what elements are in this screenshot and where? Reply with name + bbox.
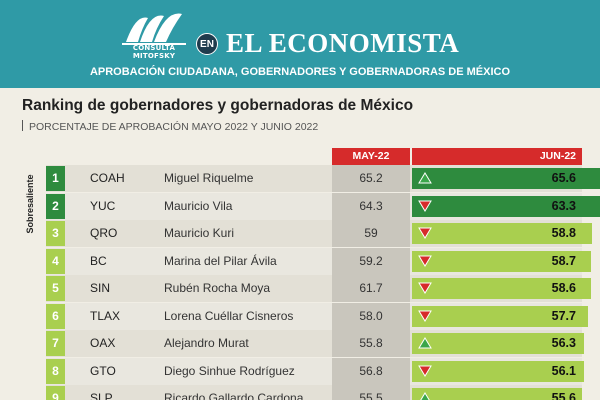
- trend-down-icon: [418, 310, 432, 322]
- state-code: BC: [90, 253, 107, 268]
- state-code: SIN: [90, 281, 111, 295]
- table-row: 5 SIN Rubén Rocha Moya 61.7 58.6: [46, 275, 592, 302]
- governor-name: Rubén Rocha Moya: [164, 281, 271, 295]
- rank-badge: 3: [46, 221, 65, 246]
- rank-badge: 1: [46, 166, 65, 191]
- jun-bar: [412, 223, 592, 244]
- may-value: 55.8: [332, 330, 410, 357]
- trend-down-icon: [418, 200, 432, 212]
- governor-name: Mauricio Vila: [164, 198, 233, 213]
- rank-badge: 6: [46, 303, 65, 329]
- may-value: 59.2: [332, 247, 410, 275]
- subtitle-divider: [22, 120, 23, 131]
- may-value: 59: [332, 220, 410, 247]
- jun-value: 58.8: [551, 226, 576, 240]
- brand-title: EL ECONOMISTA: [226, 28, 460, 58]
- rank-badge: 7: [46, 331, 65, 356]
- jun-bar: [412, 360, 584, 382]
- may-value: 61.7: [332, 275, 410, 302]
- state-code: YUC: [90, 198, 116, 213]
- header-banner: CONSULTA MITOFSKY EN EL ECONOMISTA APROB…: [0, 0, 600, 88]
- state-code: SLP: [90, 391, 113, 400]
- state-code: TLAX: [90, 308, 121, 323]
- jun-value: 55.6: [551, 391, 576, 400]
- governor-name: Alejandro Murat: [164, 336, 249, 350]
- logo-text: CONSULTA MITOFSKY: [132, 44, 176, 60]
- trend-up-icon: [418, 337, 432, 349]
- band-title: APROBACIÓN CIUDADANA, GOBERNADORES Y GOB…: [89, 66, 511, 78]
- jun-value: 56.3: [551, 336, 576, 350]
- table-row: 8 GTO Diego Sinhue Rodríguez 56.8 56.1: [46, 357, 584, 385]
- en-badge: EN: [196, 33, 218, 55]
- may-value: 64.3: [332, 192, 410, 220]
- table-row: 3 QRO Mauricio Kuri 59 58.8: [46, 220, 592, 247]
- jun-bar: [412, 168, 600, 189]
- table-row: 9 SLP Ricardo Gallardo Cardona 55.5 55.6: [46, 385, 582, 400]
- state-code: GTO: [90, 363, 116, 378]
- may-value: 65.2: [332, 165, 410, 192]
- subtitle-text: PORCENTAJE DE APROBACIÓN MAYO 2022 Y JUN…: [29, 121, 319, 133]
- governor-name: Lorena Cuéllar Cisneros: [164, 308, 294, 323]
- jun-bar: [412, 195, 600, 217]
- jun-bar: [412, 278, 592, 299]
- jun-value: 56.1: [551, 363, 576, 378]
- group-label: Sobresaliente: [24, 165, 36, 245]
- jun-value: 58.7: [551, 253, 576, 268]
- state-code: OAX: [90, 336, 116, 350]
- governor-name: Mauricio Kuri: [164, 226, 235, 240]
- jun-value: 63.3: [551, 198, 576, 213]
- governor-name: Marina del Pilar Ávila: [164, 253, 277, 268]
- jun-bar: [412, 250, 592, 272]
- jun-bar: [412, 305, 589, 327]
- trend-down-icon: [418, 227, 432, 239]
- jun-value: 57.7: [551, 308, 576, 323]
- table-row: 6 TLAX Lorena Cuéllar Cisneros 58.0 57.7: [46, 302, 589, 330]
- state-code: COAH: [90, 171, 125, 185]
- chart-subtitle: PORCENTAJE DE APROBACIÓN MAYO 2022 Y JUN…: [22, 120, 318, 133]
- chart-title: Ranking de gobernadores y gobernadoras d…: [22, 97, 414, 114]
- table-row: 1 COAH Miguel Riquelme 65.2 65.6: [46, 165, 600, 192]
- trend-down-icon: [418, 365, 432, 377]
- governor-name: Ricardo Gallardo Cardona: [164, 391, 304, 400]
- trend-down-icon: [418, 282, 432, 294]
- jun-value: 58.6: [551, 281, 576, 295]
- table-row: 7 OAX Alejandro Murat 55.8 56.3: [46, 330, 585, 357]
- jun-value: 65.6: [551, 171, 576, 185]
- may-value: 56.8: [332, 357, 410, 385]
- trend-down-icon: [418, 255, 432, 267]
- mitofsky-logo: CONSULTA MITOFSKY: [118, 8, 190, 60]
- may-value: 58.0: [332, 302, 410, 330]
- group-label-text: Sobresaliente: [25, 174, 35, 234]
- bird-logo-icon: [122, 13, 186, 45]
- rank-badge: 4: [46, 248, 65, 274]
- column-header-may: MAY-22: [332, 148, 410, 165]
- may-value: 55.5: [332, 385, 410, 400]
- table-row: 4 BC Marina del Pilar Ávila 59.2 58.7: [46, 247, 592, 275]
- jun-bar: [412, 388, 582, 400]
- rank-badge: 9: [46, 386, 65, 400]
- rank-badge: 2: [46, 193, 65, 219]
- governor-name: Miguel Riquelme: [164, 171, 254, 185]
- trend-up-icon: [418, 172, 432, 184]
- jun-bar: [412, 333, 585, 354]
- column-header-jun: JUN-22: [412, 148, 582, 165]
- trend-up-icon: [420, 392, 430, 400]
- rank-badge: 5: [46, 276, 65, 301]
- state-code: QRO: [90, 226, 118, 240]
- rank-badge: 8: [46, 358, 65, 384]
- table-row: 2 YUC Mauricio Vila 64.3 63.3: [46, 192, 600, 220]
- governor-name: Diego Sinhue Rodríguez: [164, 363, 295, 378]
